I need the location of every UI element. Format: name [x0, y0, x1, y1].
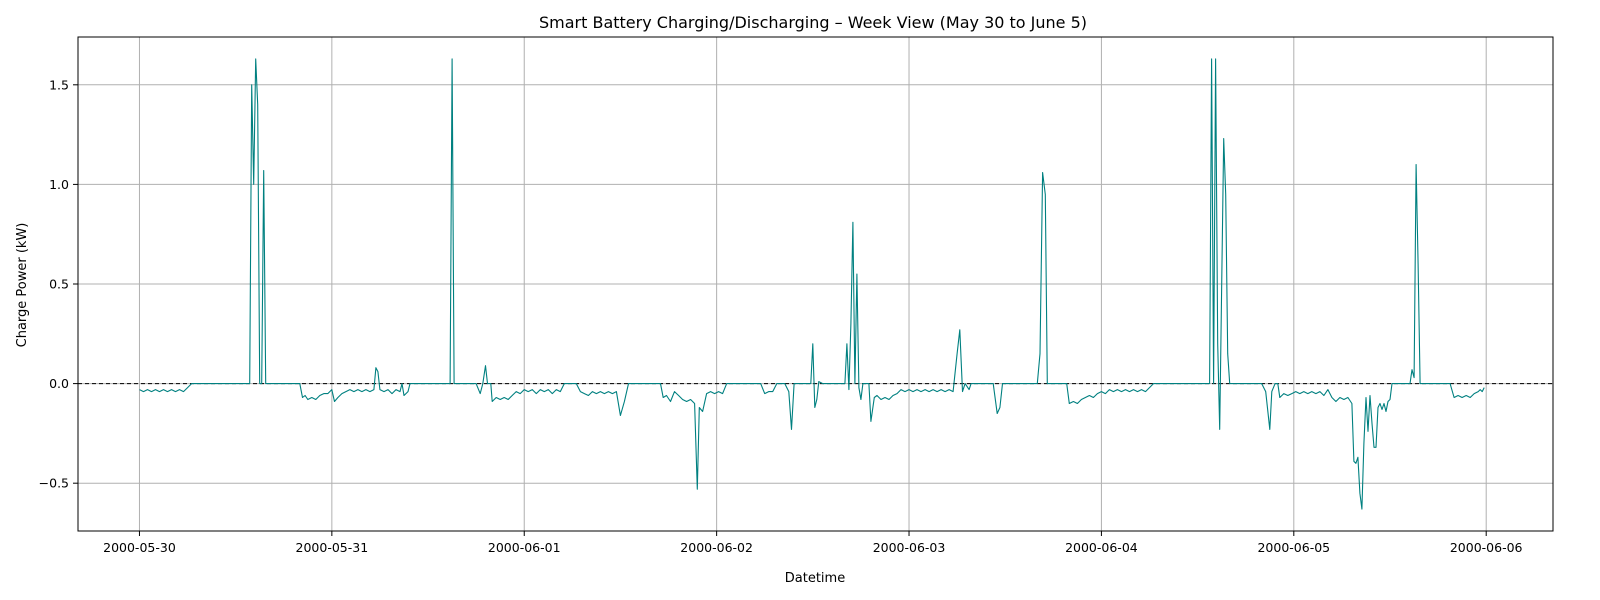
x-tick-label: 2000-06-03	[873, 540, 946, 555]
x-tick-label: 2000-06-04	[1065, 540, 1138, 555]
y-tick-label: −0.5	[39, 476, 69, 491]
x-axis-label: Datetime	[785, 571, 845, 586]
x-tick-label: 2000-06-02	[680, 540, 753, 555]
axis-ticks: 2000-05-30 2000-05-31 2000-06-01 2000-06-02…	[39, 77, 1523, 555]
y-tick-label: 1.5	[49, 77, 69, 92]
grid	[78, 37, 1553, 531]
series-line-charge-power	[139, 58, 1485, 510]
y-axis-label: Charge Power (kW)	[15, 223, 30, 348]
x-tick-label: 2000-06-01	[488, 540, 561, 555]
x-tick-label: 2000-06-06	[1450, 540, 1523, 555]
x-tick-label: 2000-05-31	[296, 540, 369, 555]
chart-title: Smart Battery Charging/Discharging – Wee…	[539, 13, 1087, 32]
y-tick-label: 0.0	[49, 376, 69, 391]
x-tick-label: 2000-06-05	[1257, 540, 1330, 555]
y-tick-label: 1.0	[49, 177, 69, 192]
y-tick-label: 0.5	[49, 277, 69, 292]
x-tick-label: 2000-05-30	[103, 540, 176, 555]
